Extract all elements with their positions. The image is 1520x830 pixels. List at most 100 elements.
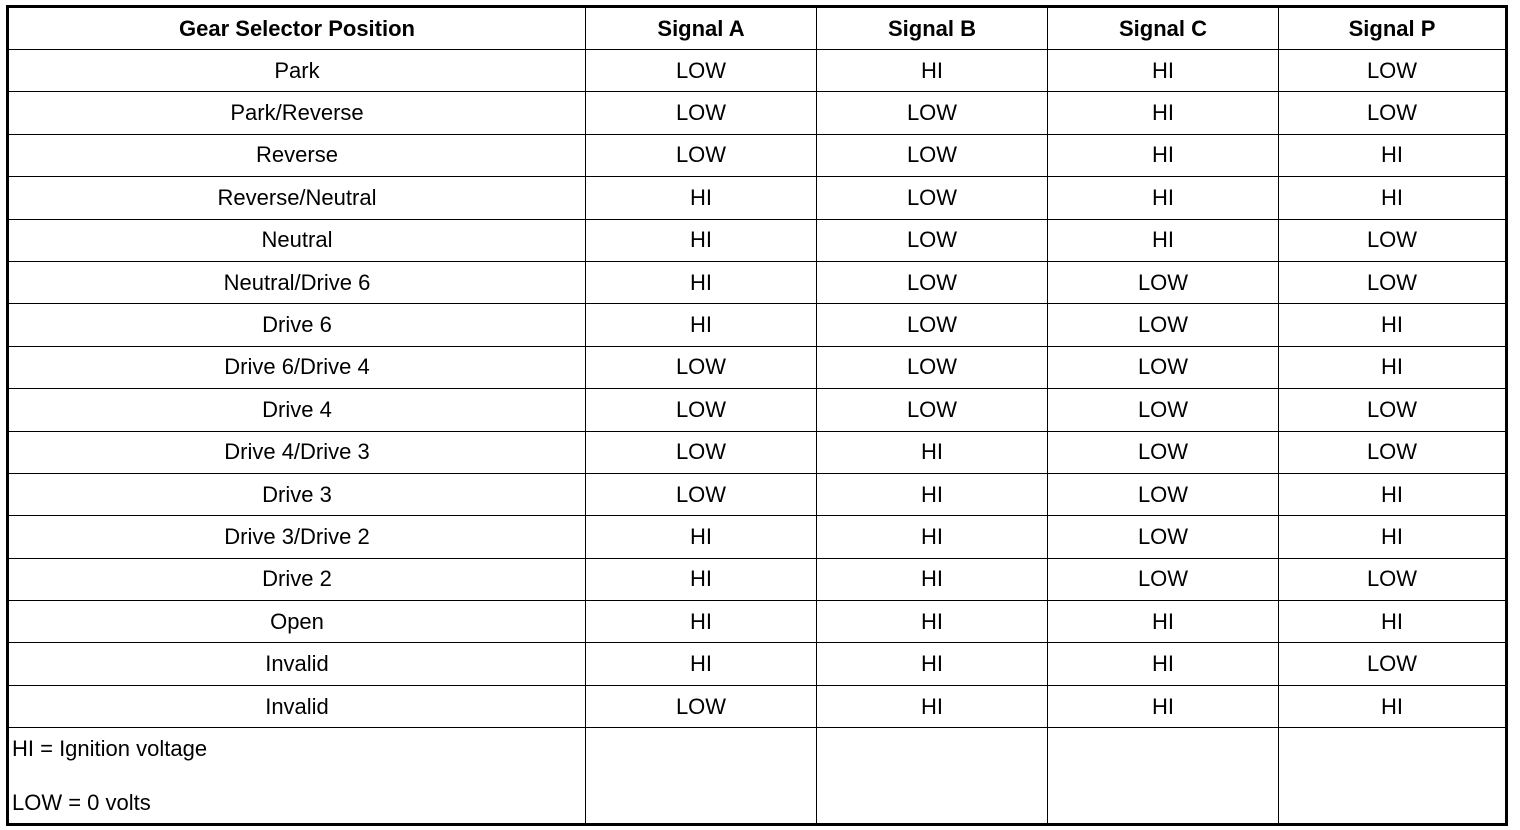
gear-position-cell: Open — [7, 600, 586, 644]
signal-cell: LOW — [1278, 430, 1507, 474]
column-header: Signal C — [1047, 6, 1279, 50]
table-row: Neutral HI LOW HI LOW — [7, 218, 1507, 262]
signal-cell: LOW — [1278, 91, 1507, 135]
legend-hi: HI = Ignition voltage — [12, 736, 208, 762]
signal-cell: LOW — [816, 218, 1048, 262]
signal-cell: HI — [585, 260, 817, 305]
signal-cell: HI — [1047, 600, 1279, 644]
table-row: Neutral/Drive 6 HI LOW LOW LOW — [7, 260, 1507, 305]
signal-cell: LOW — [1278, 388, 1507, 432]
signal-cell: HI — [585, 218, 817, 262]
signal-cell: LOW — [1278, 48, 1507, 93]
signal-cell: LOW — [1278, 557, 1507, 602]
signal-cell: HI — [1278, 133, 1507, 178]
gear-position-cell: Park/Reverse — [7, 91, 586, 135]
signal-cell: HI — [1278, 472, 1507, 517]
signal-cell: HI — [1047, 133, 1279, 178]
gear-position-cell: Invalid — [7, 684, 586, 729]
signal-cell: LOW — [1047, 260, 1279, 305]
empty-cell — [1047, 727, 1279, 826]
table-row: Open HI HI HI HI — [7, 600, 1507, 644]
signal-cell: HI — [585, 600, 817, 644]
gear-position-cell: Drive 6 — [7, 303, 586, 347]
column-header: Signal P — [1278, 6, 1507, 50]
table-row: Drive 4/Drive 3 LOW HI LOW LOW — [7, 430, 1507, 474]
signal-cell: LOW — [585, 388, 817, 432]
gear-position-cell: Drive 3/Drive 2 — [7, 515, 586, 559]
signal-cell: HI — [816, 557, 1048, 602]
table-row: Reverse LOW LOW HI HI — [7, 133, 1507, 178]
signal-cell: LOW — [816, 388, 1048, 432]
signal-cell: LOW — [1278, 260, 1507, 305]
signal-cell: LOW — [816, 303, 1048, 347]
table-row: Drive 2 HI HI LOW LOW — [7, 557, 1507, 602]
signal-cell: HI — [585, 557, 817, 602]
signal-cell: LOW — [816, 176, 1048, 220]
signal-cell: LOW — [585, 48, 817, 93]
gear-position-cell: Neutral/Drive 6 — [7, 260, 586, 305]
signal-cell: LOW — [585, 472, 817, 517]
signal-cell: LOW — [816, 260, 1048, 305]
header-row: Gear Selector Position Signal A Signal B Si… — [7, 6, 1507, 50]
table-row: Drive 3 LOW HI LOW HI — [7, 472, 1507, 517]
signal-cell: LOW — [585, 133, 817, 178]
signal-cell: LOW — [1047, 430, 1279, 474]
table-row: Drive 4 LOW LOW LOW LOW — [7, 388, 1507, 432]
signal-cell: HI — [585, 303, 817, 347]
table-row: Drive 6/Drive 4 LOW LOW LOW HI — [7, 345, 1507, 390]
gear-position-cell: Park — [7, 48, 586, 93]
table-row: Reverse/Neutral HI LOW HI HI — [7, 176, 1507, 220]
signal-cell: HI — [1278, 684, 1507, 729]
gear-position-cell: Neutral — [7, 218, 586, 262]
empty-cell — [1278, 727, 1507, 826]
signal-cell: HI — [1278, 600, 1507, 644]
gear-position-cell: Reverse/Neutral — [7, 176, 586, 220]
column-header: Signal A — [585, 6, 817, 50]
legend-low: LOW = 0 volts — [12, 790, 151, 816]
signal-cell: HI — [816, 642, 1048, 686]
signal-cell: HI — [816, 684, 1048, 729]
signal-cell: HI — [1278, 176, 1507, 220]
signal-cell: HI — [1047, 91, 1279, 135]
signal-cell: LOW — [585, 91, 817, 135]
column-header: Gear Selector Position — [7, 6, 586, 50]
signal-cell: HI — [1047, 642, 1279, 686]
empty-cell — [816, 727, 1048, 826]
signal-cell: HI — [1047, 684, 1279, 729]
table-row: Drive 6 HI LOW LOW HI — [7, 303, 1507, 347]
signal-cell: LOW — [816, 345, 1048, 390]
table-row: Invalid HI HI HI LOW — [7, 642, 1507, 686]
empty-cell — [585, 727, 817, 826]
legend-cell: HI = Ignition voltage LOW = 0 volts — [7, 727, 586, 826]
signal-cell: LOW — [1047, 303, 1279, 347]
signal-cell: LOW — [585, 684, 817, 729]
signal-cell: LOW — [585, 430, 817, 474]
legend-row: HI = Ignition voltage LOW = 0 volts — [7, 727, 1507, 826]
signal-cell: HI — [816, 515, 1048, 559]
signal-cell: HI — [816, 48, 1048, 93]
table-row: Drive 3/Drive 2 HI HI LOW HI — [7, 515, 1507, 559]
signal-cell: HI — [816, 472, 1048, 517]
signal-cell: HI — [585, 642, 817, 686]
signal-cell: LOW — [1047, 557, 1279, 602]
signal-cell: HI — [816, 430, 1048, 474]
signal-cell: LOW — [1278, 218, 1507, 262]
signal-cell: LOW — [816, 91, 1048, 135]
gear-position-cell: Invalid — [7, 642, 586, 686]
signal-cell: LOW — [816, 133, 1048, 178]
signal-cell: HI — [1278, 345, 1507, 390]
signal-cell: LOW — [1047, 472, 1279, 517]
signal-cell: HI — [1047, 176, 1279, 220]
signal-cell: HI — [816, 600, 1048, 644]
signal-cell: HI — [1047, 218, 1279, 262]
signal-cell: LOW — [1047, 345, 1279, 390]
signal-cell: LOW — [1047, 515, 1279, 559]
gear-position-cell: Drive 6/Drive 4 — [7, 345, 586, 390]
table-row: Invalid LOW HI HI HI — [7, 684, 1507, 729]
gear-position-cell: Drive 3 — [7, 472, 586, 517]
signal-cell: LOW — [1278, 642, 1507, 686]
gear-position-cell: Drive 4/Drive 3 — [7, 430, 586, 474]
signal-cell: LOW — [585, 345, 817, 390]
gear-position-cell: Drive 2 — [7, 557, 586, 602]
signal-cell: HI — [1047, 48, 1279, 93]
